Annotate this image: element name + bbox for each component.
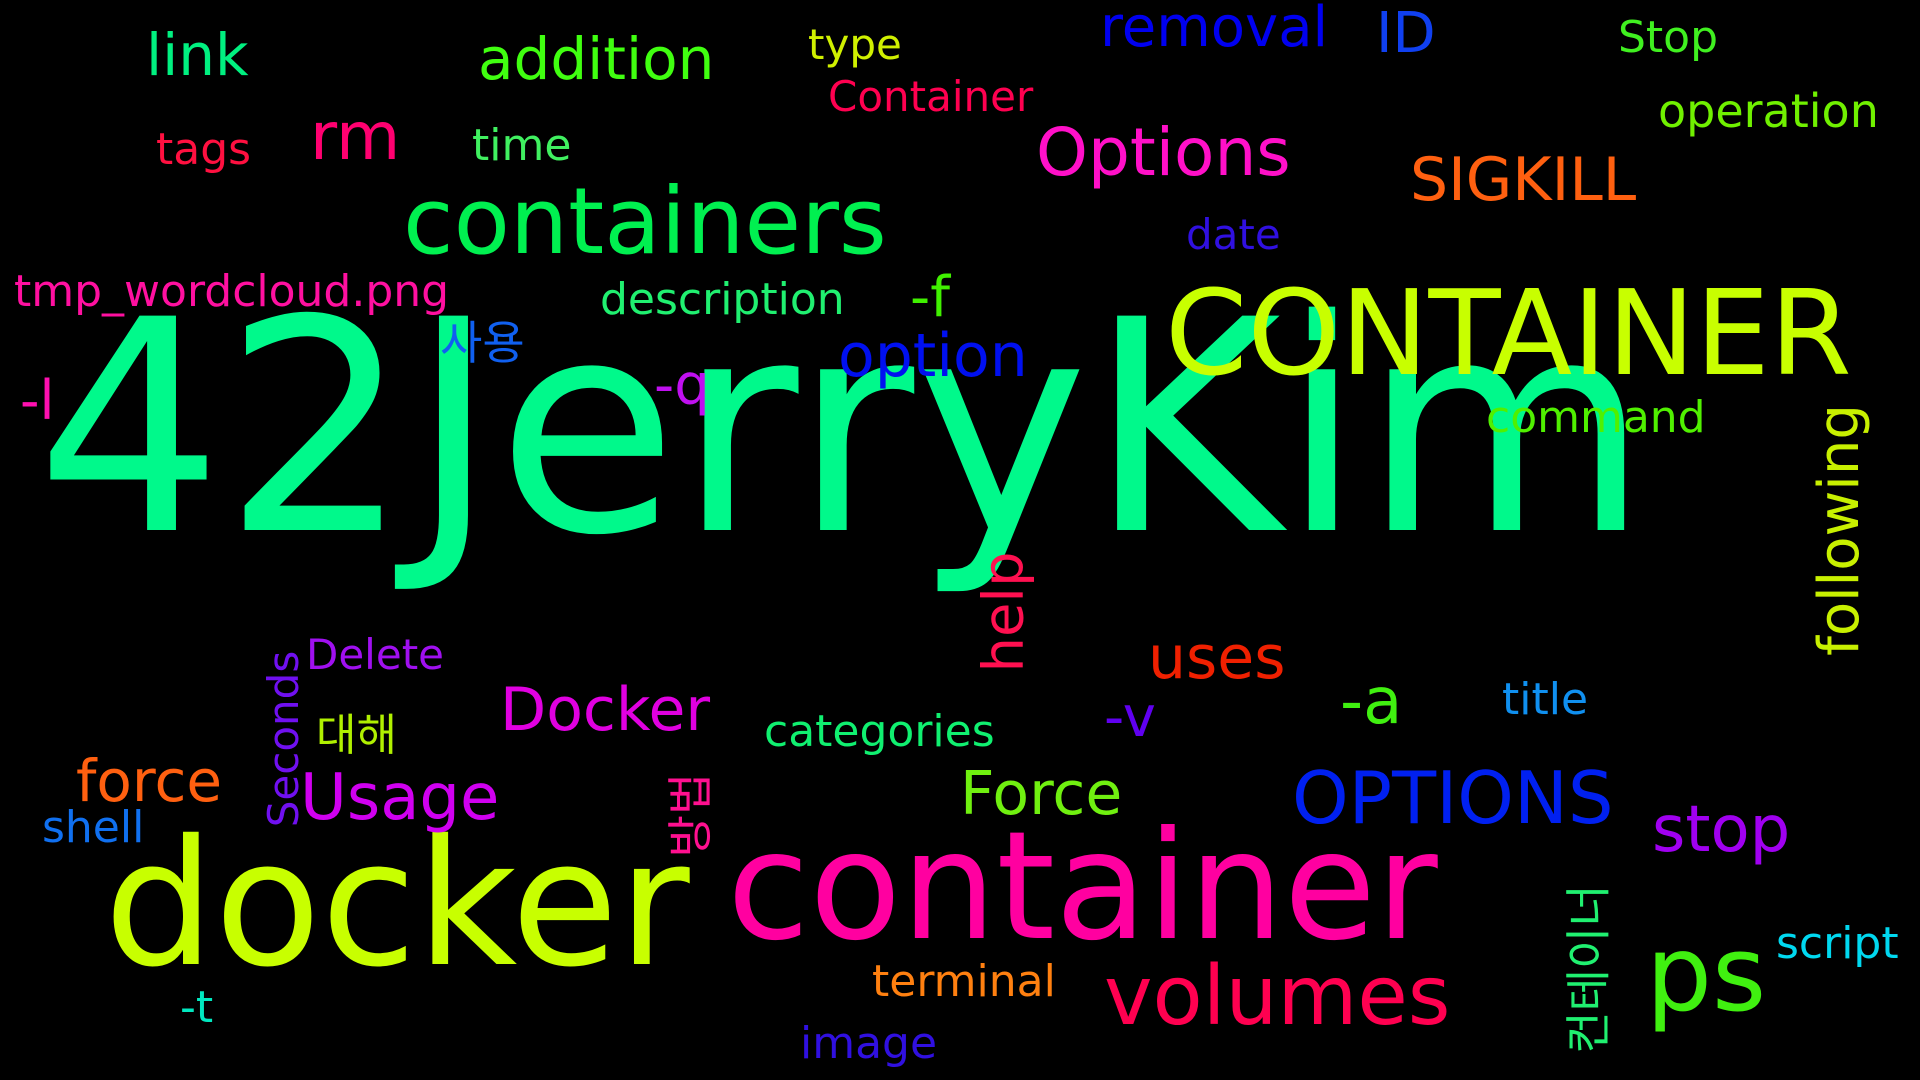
word-docker: docker bbox=[104, 803, 690, 1006]
word-options-upper: OPTIONS bbox=[1292, 756, 1614, 840]
word-containers: containers bbox=[403, 168, 887, 275]
word-dash-t: -t bbox=[180, 982, 214, 1033]
word-keonteineo: 컨테이너 bbox=[1561, 884, 1616, 1054]
word-dash-v: -v bbox=[1104, 685, 1156, 750]
word-date: date bbox=[1186, 210, 1281, 259]
word-description: description bbox=[600, 274, 845, 325]
word-container-upper: CONTAINER bbox=[1165, 264, 1852, 402]
word-option: option bbox=[838, 321, 1028, 391]
word-dash-q: -q bbox=[654, 353, 710, 418]
word-container-title: Container bbox=[828, 72, 1034, 121]
word-terminal: terminal bbox=[872, 956, 1056, 1007]
word-rm: rm bbox=[310, 98, 401, 175]
word-delete: Delete bbox=[306, 630, 444, 679]
word-force: force bbox=[76, 747, 223, 815]
word-tags: tags bbox=[156, 124, 252, 175]
word-stop: stop bbox=[1652, 793, 1791, 867]
word-addition: addition bbox=[478, 25, 715, 93]
word-uses: uses bbox=[1148, 623, 1286, 693]
word-operation: operation bbox=[1658, 84, 1879, 138]
word-categories: categories bbox=[764, 706, 995, 757]
word-id: ID bbox=[1376, 1, 1436, 66]
word-force-title: Force bbox=[960, 759, 1123, 829]
word-options: Options bbox=[1036, 114, 1291, 191]
word-seconds: Seconds bbox=[259, 650, 309, 828]
word-tmp-wordcloud: tmp_wordcloud.png bbox=[14, 266, 450, 317]
word-shell: shell bbox=[42, 802, 145, 853]
word-time: time bbox=[472, 120, 572, 171]
word-stop-title: Stop bbox=[1618, 12, 1719, 63]
word-image: image bbox=[800, 1018, 938, 1069]
word-dash-a: -a bbox=[1340, 665, 1403, 739]
word-title: title bbox=[1502, 674, 1589, 725]
word-help: help bbox=[971, 551, 1037, 673]
word-dash-l: -l bbox=[20, 369, 55, 432]
word-type: type bbox=[808, 20, 902, 69]
word-daehae: 대해 bbox=[316, 710, 397, 761]
word-sigkill: SIGKILL bbox=[1410, 145, 1637, 215]
word-removal: removal bbox=[1100, 0, 1329, 60]
word-docker-title: Docker bbox=[500, 675, 711, 745]
word-bangbeop: 방법 bbox=[663, 772, 718, 858]
word-volumes: volumes bbox=[1104, 949, 1451, 1044]
word-script: script bbox=[1776, 918, 1899, 969]
word-42jerrykim: 42JerryKim bbox=[36, 258, 1650, 600]
word-dash-f: -f bbox=[910, 265, 950, 330]
word-link: link bbox=[146, 21, 249, 89]
word-sayong: 사용 bbox=[440, 316, 525, 370]
word-container: container bbox=[727, 800, 1438, 974]
word-following: following bbox=[1806, 404, 1872, 656]
word-ps: ps bbox=[1646, 913, 1767, 1035]
word-command: command bbox=[1486, 392, 1706, 443]
word-usage: Usage bbox=[300, 761, 500, 835]
